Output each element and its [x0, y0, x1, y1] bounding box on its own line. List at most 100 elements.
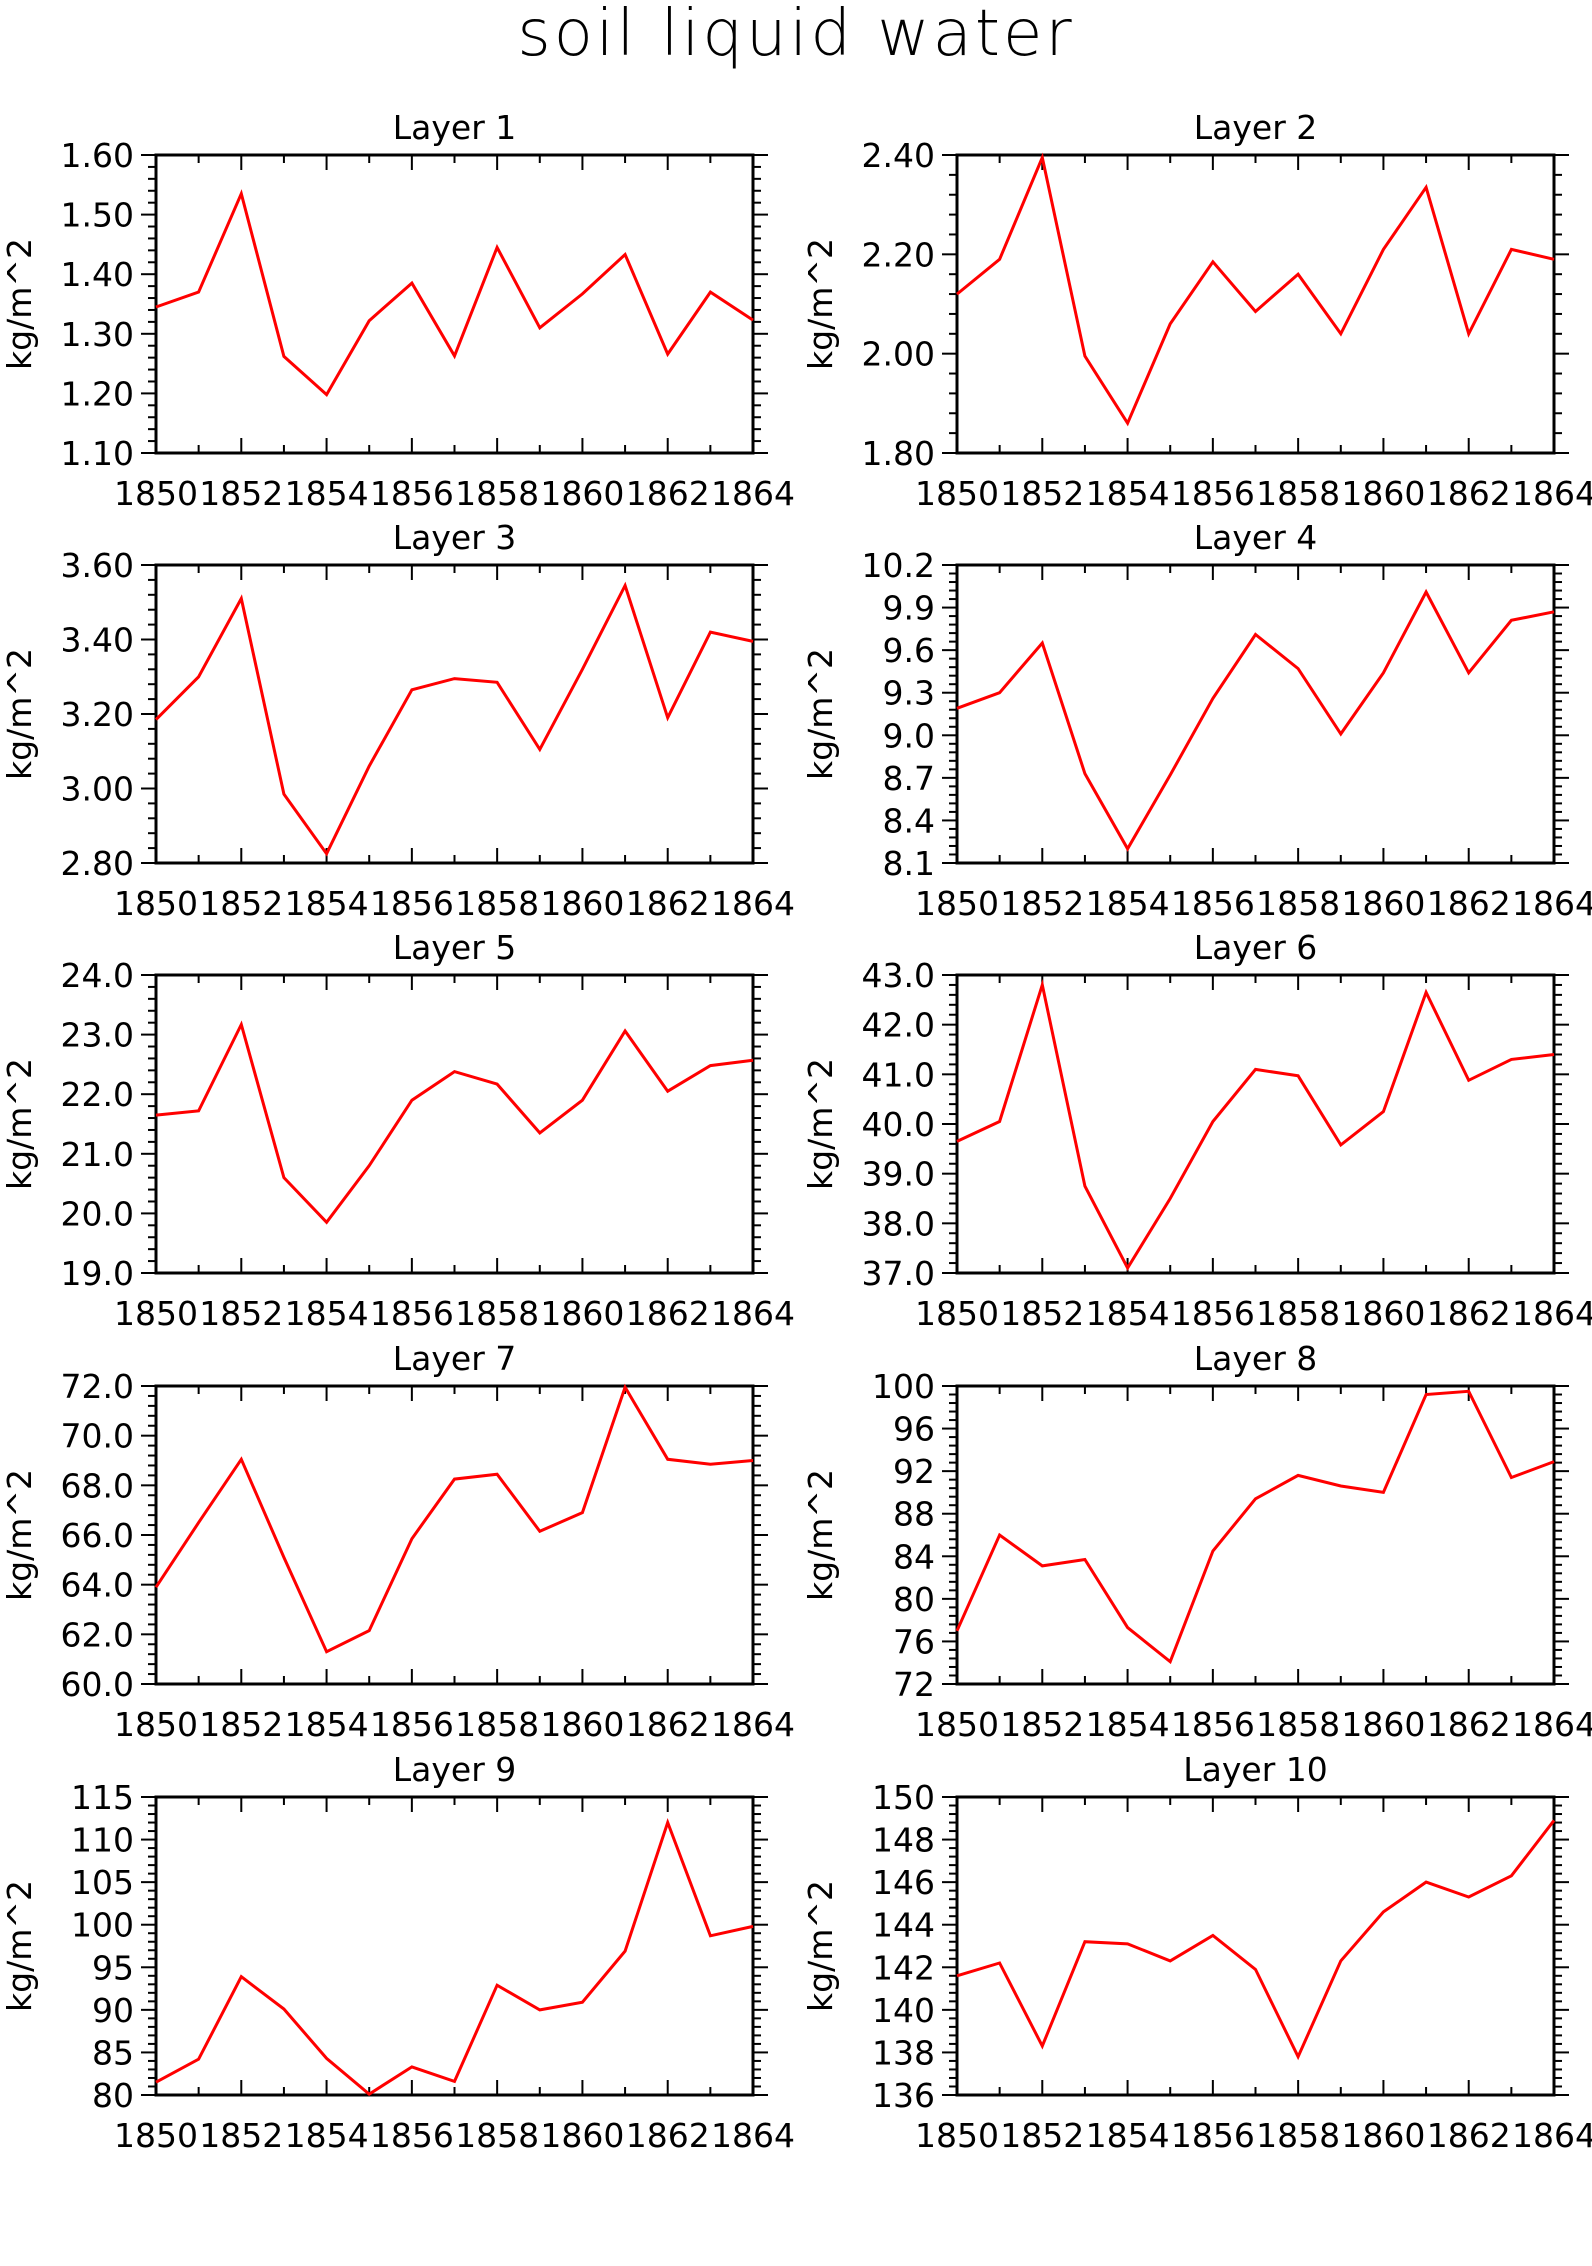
panel-title: Layer 8 [1194, 1339, 1318, 1378]
x-tick-label: 1862 [1427, 884, 1511, 923]
x-tick-label: 1864 [711, 884, 795, 923]
x-tick-label: 1864 [1512, 2116, 1592, 2155]
y-tick-label: 2.80 [61, 844, 134, 883]
series-line [154, 581, 754, 857]
x-tick-label: 1858 [1256, 2116, 1340, 2155]
y-tick-label: 42.0 [862, 1006, 935, 1045]
plot-frame [955, 563, 1556, 865]
x-tick-label: 1858 [455, 884, 539, 923]
panel-title: Layer 3 [393, 518, 517, 557]
x-tick-label: 1860 [540, 1705, 624, 1744]
y-tick-label: 115 [71, 1778, 134, 1817]
y-tick-label: 68.0 [61, 1466, 134, 1505]
y-tick-label: 1.80 [862, 434, 935, 473]
x-tick-label: 1856 [370, 1705, 454, 1744]
x-tick-label: 1852 [1000, 474, 1084, 513]
x-tick-label: 1864 [711, 2116, 795, 2155]
y-axis-label: kg/m^2 [801, 238, 840, 370]
y-tick-label: 1.40 [61, 255, 134, 294]
panel-layer-1: 1850 1852 1854 1856 1858 1860 1862 1864 1.10 1.20… [0, 108, 795, 513]
x-tick-label: 1850 [114, 884, 198, 923]
x-tick-label: 1864 [1512, 474, 1592, 513]
y-axis-label: kg/m^2 [0, 648, 39, 780]
x-tick-label: 1860 [540, 1294, 624, 1333]
y-tick-label: 1.20 [61, 374, 134, 413]
x-tick-label: 1850 [915, 474, 999, 513]
x-tick-label: 1858 [1256, 884, 1340, 923]
x-tick-label: 1852 [199, 1705, 283, 1744]
y-axis-label: kg/m^2 [0, 1469, 39, 1601]
y-tick-label: 43.0 [862, 956, 935, 995]
y-tick-label: 1.10 [61, 434, 134, 473]
x-tick-label: 1858 [455, 1705, 539, 1744]
plot-frame [154, 1384, 755, 1686]
x-tick-label: 1862 [1427, 1705, 1511, 1744]
y-tick-label: 41.0 [862, 1055, 935, 1094]
plot-frame [154, 1795, 755, 2097]
y-tick-label: 64.0 [61, 1566, 134, 1605]
y-tick-label: 20.0 [61, 1194, 134, 1233]
x-tick-label: 1850 [114, 474, 198, 513]
y-tick-label: 8.7 [883, 759, 935, 798]
y-tick-label: 70.0 [61, 1417, 134, 1456]
y-tick-label: 100 [71, 1906, 134, 1945]
y-tick-label: 72 [893, 1665, 935, 1704]
x-tick-label: 1850 [114, 1705, 198, 1744]
y-tick-label: 60.0 [61, 1665, 134, 1704]
x-tick-label: 1864 [1512, 1294, 1592, 1333]
series-line [955, 1389, 1555, 1665]
x-tick-label: 1862 [626, 1705, 710, 1744]
x-tick-label: 1854 [285, 1705, 369, 1744]
plot-frame [955, 153, 1556, 455]
x-tick-label: 1860 [1341, 884, 1425, 923]
x-tick-label: 1850 [915, 1294, 999, 1333]
plot-frame [955, 973, 1556, 1275]
x-tick-label: 1860 [1341, 1294, 1425, 1333]
y-tick-label: 21.0 [61, 1135, 134, 1174]
y-tick-label: 8.1 [883, 844, 935, 883]
x-tick-label: 1856 [1171, 1294, 1255, 1333]
x-tick-label: 1854 [285, 1294, 369, 1333]
panel-title: Layer 5 [393, 928, 517, 967]
x-tick-label: 1852 [199, 2116, 283, 2155]
y-tick-label: 22.0 [61, 1075, 134, 1114]
y-tick-label: 142 [872, 1948, 935, 1987]
x-tick-label: 1858 [1256, 1294, 1340, 1333]
y-axis-label: kg/m^2 [801, 1469, 840, 1601]
y-tick-label: 3.40 [61, 621, 134, 660]
x-tick-label: 1856 [370, 884, 454, 923]
x-tick-label: 1860 [540, 884, 624, 923]
panel-title: Layer 7 [393, 1339, 517, 1378]
x-tick-label: 1854 [1086, 1294, 1170, 1333]
panel-title: Layer 4 [1194, 518, 1318, 557]
y-tick-label: 37.0 [862, 1254, 935, 1293]
y-tick-label: 105 [71, 1863, 134, 1902]
x-tick-label: 1858 [1256, 474, 1340, 513]
panel-layer-4: 1850 1852 1854 1856 1858 1860 1862 1864 8.1 8.48.… [801, 518, 1592, 923]
x-tick-label: 1850 [915, 2116, 999, 2155]
x-tick-label: 1852 [199, 474, 283, 513]
x-tick-label: 1860 [1341, 2116, 1425, 2155]
y-tick-label: 39.0 [862, 1155, 935, 1194]
x-tick-label: 1856 [370, 2116, 454, 2155]
series-line [956, 978, 1555, 1272]
y-tick-label: 2.40 [862, 136, 935, 175]
y-tick-label: 92 [893, 1452, 935, 1491]
x-tick-label: 1864 [711, 1705, 795, 1744]
plot-frame [955, 1384, 1556, 1686]
y-tick-label: 9.9 [883, 589, 935, 628]
x-tick-label: 1862 [626, 884, 710, 923]
x-tick-label: 1856 [370, 1294, 454, 1333]
x-tick-label: 1850 [915, 884, 999, 923]
y-tick-label: 1.30 [61, 315, 134, 354]
series-line [956, 1819, 1556, 2061]
y-tick-label: 24.0 [61, 956, 134, 995]
x-tick-label: 1864 [711, 1294, 795, 1333]
x-tick-label: 1858 [455, 2116, 539, 2155]
y-tick-label: 72.0 [61, 1367, 134, 1406]
series-line [155, 1818, 754, 2096]
x-tick-label: 1854 [1086, 474, 1170, 513]
